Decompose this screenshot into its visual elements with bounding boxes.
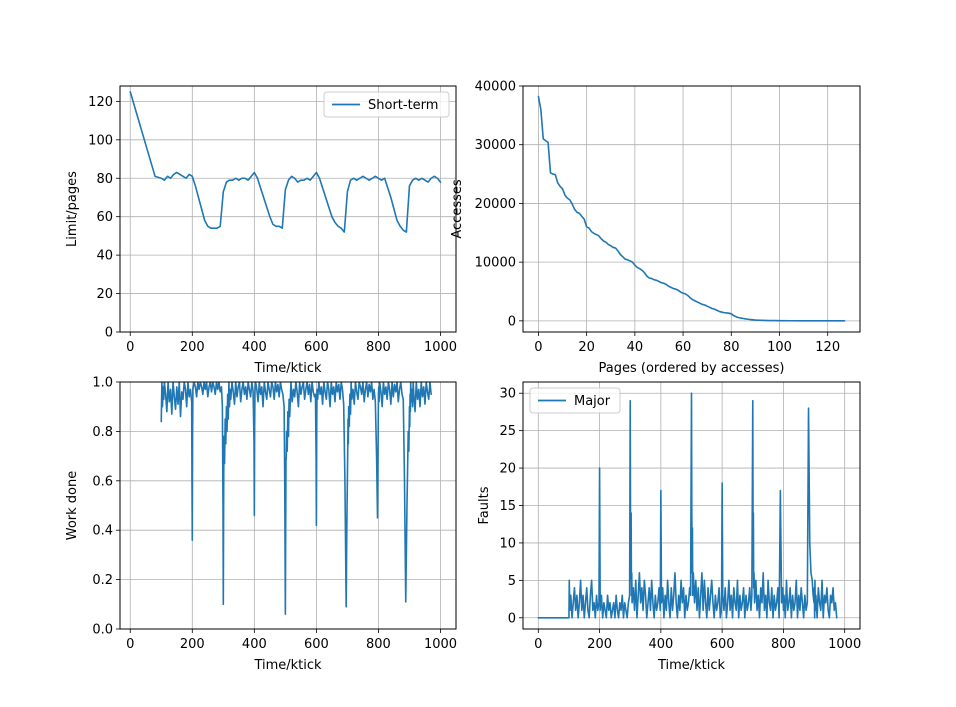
y-tick-label: 10000 — [475, 256, 516, 271]
y-tick-label: 40000 — [475, 80, 516, 95]
y-tick-label: 0.2 — [92, 573, 113, 588]
legend-box — [323, 91, 450, 118]
y-tick-label: 0.8 — [92, 425, 113, 440]
y-tick-label: 0.4 — [92, 524, 113, 539]
y-tick-label: 120 — [88, 95, 113, 110]
x-tick-label: 200 — [587, 637, 612, 652]
x-tick-label: 0 — [126, 340, 134, 355]
panel-accesses-chart: 0 20 40 60 80 100 120 0 10000 20000 30000 40000 Page… — [450, 80, 861, 376]
x-tick-label: 800 — [771, 637, 796, 652]
x-axis-label: Pages (ordered by accesses) — [599, 361, 785, 376]
y-tick-label: 40 — [96, 249, 113, 264]
y-tick-label: 30 — [499, 387, 516, 402]
x-tick-label: 600 — [710, 637, 735, 652]
y-axis-label: Accesses — [450, 179, 465, 239]
x-tick-label: 80 — [723, 340, 740, 355]
legend-box — [529, 387, 621, 414]
legend-label: Short-term — [368, 98, 438, 113]
legend: Major — [529, 387, 621, 414]
x-axis-label: Time/ktick — [253, 361, 322, 376]
x-axis-label: Time/ktick — [657, 658, 726, 673]
y-tick-label: 0 — [508, 611, 516, 626]
x-tick-label: 400 — [648, 637, 673, 652]
y-axis-label: Faults — [477, 486, 492, 524]
x-tick-label: 1000 — [424, 340, 457, 355]
y-tick-label: 25 — [499, 424, 516, 439]
axes-frame — [119, 381, 457, 630]
x-tick-label: 400 — [242, 637, 267, 652]
y-tick-label: 60 — [96, 210, 113, 225]
y-tick-label: 100 — [88, 133, 113, 148]
x-tick-label: 600 — [304, 637, 329, 652]
x-tick-label: 400 — [242, 340, 267, 355]
panel-work-done-chart: 0 200 400 600 800 1000 0.0 0.2 0.4 0.6 0.8 1.0 Time/… — [65, 376, 457, 674]
y-tick-label: 5 — [508, 574, 516, 589]
x-tick-label: 60 — [675, 340, 692, 355]
y-axis-label: Limit/pages — [65, 171, 80, 247]
y-tick-label: 0 — [105, 326, 113, 341]
x-tick-label: 0 — [534, 340, 542, 355]
y-tick-label: 80 — [96, 172, 113, 187]
x-tick-label: 100 — [767, 340, 792, 355]
series-line-limit — [129, 90, 442, 233]
axes-frame — [522, 85, 861, 333]
legend-label: Major — [574, 394, 611, 409]
x-tick-label: 800 — [366, 340, 391, 355]
y-tick-label: 10 — [499, 536, 516, 551]
series-line-work — [160, 382, 432, 615]
x-tick-label: 0 — [126, 637, 134, 652]
legend: Short-term — [323, 91, 450, 118]
x-tick-label: 1000 — [828, 637, 861, 652]
x-tick-label: 800 — [366, 637, 391, 652]
y-tick-label: 0 — [508, 314, 516, 329]
panel-faults-chart: 0 200 400 600 800 1000 0 5 10 15 20 25 30 Time/ktick F… — [477, 381, 861, 673]
x-tick-label: 200 — [180, 637, 205, 652]
y-tick-label: 20 — [499, 462, 516, 477]
y-tick-label: 1.0 — [92, 376, 113, 391]
y-tick-label: 15 — [499, 499, 516, 514]
x-tick-label: 120 — [815, 340, 840, 355]
y-axis-label: Work done — [65, 471, 80, 541]
panel-limit-chart: 0 200 400 600 800 1000 0 20 40 60 80 100 120 Time/kti… — [65, 85, 457, 376]
y-tick-label: 30000 — [475, 138, 516, 153]
y-tick-label: 0.0 — [92, 623, 113, 638]
x-axis-label: Time/ktick — [253, 658, 322, 673]
x-tick-label: 20 — [578, 340, 595, 355]
x-tick-label: 600 — [304, 340, 329, 355]
x-tick-label: 200 — [180, 340, 205, 355]
y-tick-label: 20000 — [475, 197, 516, 212]
x-tick-label: 40 — [627, 340, 644, 355]
x-tick-label: 0 — [534, 637, 542, 652]
x-tick-label: 1000 — [424, 637, 457, 652]
series-line-accesses — [537, 95, 846, 322]
y-tick-label: 0.6 — [92, 474, 113, 489]
y-tick-label: 20 — [96, 287, 113, 302]
series-line-faults — [537, 392, 838, 619]
axes-frame — [119, 85, 457, 333]
